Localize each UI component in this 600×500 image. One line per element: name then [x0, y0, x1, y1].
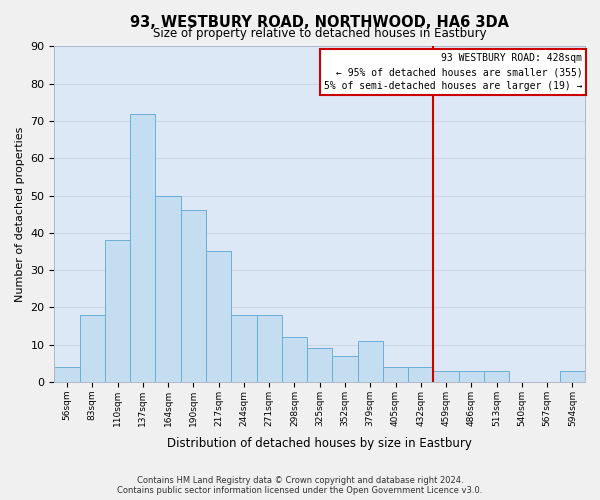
Bar [358, 341, 383, 382]
Bar [332, 356, 358, 382]
Bar [383, 367, 408, 382]
Text: 93 WESTBURY ROAD: 428sqm
← 95% of detached houses are smaller (355)
5% of semi-d: 93 WESTBURY ROAD: 428sqm ← 95% of detach… [324, 53, 583, 91]
Text: Contains HM Land Registry data © Crown copyright and database right 2024.
Contai: Contains HM Land Registry data © Crown c… [118, 476, 482, 495]
Bar [560, 370, 585, 382]
Bar [105, 240, 130, 382]
Bar [206, 252, 231, 382]
X-axis label: Distribution of detached houses by size in Eastbury: Distribution of detached houses by size … [167, 437, 472, 450]
Bar [155, 196, 181, 382]
Bar [181, 210, 206, 382]
Bar [231, 315, 257, 382]
Bar [408, 367, 433, 382]
Bar [55, 367, 80, 382]
Bar [80, 315, 105, 382]
Title: 93, WESTBURY ROAD, NORTHWOOD, HA6 3DA: 93, WESTBURY ROAD, NORTHWOOD, HA6 3DA [130, 15, 509, 30]
Bar [307, 348, 332, 382]
Bar [433, 370, 458, 382]
Bar [130, 114, 155, 382]
Bar [458, 370, 484, 382]
Y-axis label: Number of detached properties: Number of detached properties [15, 126, 25, 302]
Bar [282, 337, 307, 382]
Text: Size of property relative to detached houses in Eastbury: Size of property relative to detached ho… [153, 26, 487, 40]
Bar [484, 370, 509, 382]
Bar [257, 315, 282, 382]
